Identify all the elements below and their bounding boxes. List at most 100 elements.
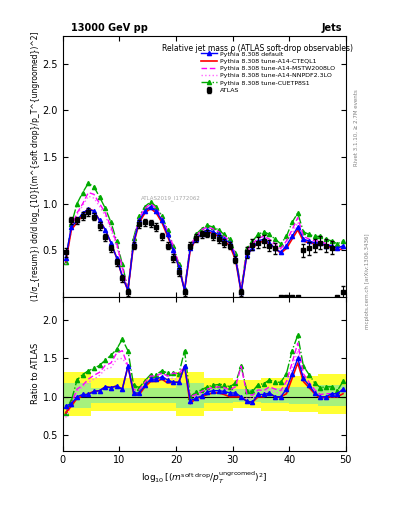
Pythia 8.308 tune-A14-CTEQL1 (165, 233, 170, 240)
Pythia 8.308 tune-A14-CTEQL1 (193, 236, 198, 242)
Text: Relative jet mass ρ (ATLAS soft-drop observables): Relative jet mass ρ (ATLAS soft-drop obs… (162, 44, 353, 53)
Pythia 8.308 default (278, 249, 283, 255)
Pythia 8.308 tune-A14-MSTW2008LO (296, 215, 300, 221)
Bar (318, 374, 346, 414)
Pythia 8.308 tune-CUETP8S1 (233, 250, 238, 256)
Pythia 8.308 tune-A14-NNPDF2.3LO (114, 243, 119, 249)
Pythia 8.308 tune-A14-CTEQL1 (341, 245, 345, 251)
Bar (91, 388, 119, 403)
Pythia 8.308 tune-A14-CTEQL1 (284, 245, 289, 251)
Pythia 8.308 tune-A14-NNPDF2.3LO (329, 244, 334, 250)
Pythia 8.308 tune-A14-CTEQL1 (176, 264, 181, 270)
Pythia 8.308 default (80, 210, 85, 216)
Pythia 8.308 tune-A14-CTEQL1 (69, 227, 74, 233)
Pythia 8.308 tune-A14-NNPDF2.3LO (222, 236, 226, 242)
Pythia 8.308 tune-A14-CTEQL1 (250, 245, 255, 251)
Pythia 8.308 default (188, 245, 193, 251)
Pythia 8.308 tune-A14-MSTW2008LO (69, 224, 74, 230)
Pythia 8.308 default (312, 240, 317, 246)
Pythia 8.308 tune-A14-CTEQL1 (131, 241, 136, 247)
Text: Jets: Jets (321, 23, 342, 33)
Pythia 8.308 default (329, 243, 334, 249)
Pythia 8.308 tune-CUETP8S1 (165, 227, 170, 233)
Pythia 8.308 tune-CUETP8S1 (199, 226, 204, 232)
Pythia 8.308 tune-A14-NNPDF2.3LO (63, 261, 68, 267)
Pythia 8.308 tune-A14-NNPDF2.3LO (171, 245, 176, 251)
Pythia 8.308 tune-A14-NNPDF2.3LO (143, 208, 147, 214)
Pythia 8.308 tune-A14-CTEQL1 (324, 243, 329, 249)
Pythia 8.308 default (92, 208, 96, 214)
Y-axis label: Ratio to ATLAS: Ratio to ATLAS (31, 343, 40, 404)
Pythia 8.308 tune-CUETP8S1 (97, 194, 102, 200)
Pythia 8.308 tune-A14-MSTW2008LO (239, 287, 244, 293)
Pythia 8.308 tune-A14-NNPDF2.3LO (261, 235, 266, 241)
Pythia 8.308 default (307, 238, 311, 244)
Pythia 8.308 tune-A14-MSTW2008LO (273, 241, 277, 247)
Pythia 8.308 tune-A14-NNPDF2.3LO (176, 263, 181, 269)
Pythia 8.308 tune-A14-CTEQL1 (114, 254, 119, 261)
Pythia 8.308 default (131, 240, 136, 246)
Pythia 8.308 tune-A14-NNPDF2.3LO (86, 193, 91, 199)
Bar (176, 383, 204, 409)
Pythia 8.308 default (267, 240, 272, 246)
Pythia 8.308 tune-A14-NNPDF2.3LO (148, 203, 153, 209)
Bar (204, 388, 233, 403)
Pythia 8.308 tune-A14-CTEQL1 (86, 205, 91, 211)
Pythia 8.308 tune-CUETP8S1 (329, 238, 334, 244)
Pythia 8.308 tune-A14-MSTW2008LO (307, 236, 311, 242)
Pythia 8.308 default (63, 254, 68, 261)
Pythia 8.308 tune-A14-MSTW2008LO (160, 215, 164, 221)
Pythia 8.308 default (148, 203, 153, 209)
Pythia 8.308 tune-A14-NNPDF2.3LO (80, 202, 85, 209)
Pythia 8.308 tune-CUETP8S1 (131, 235, 136, 241)
Pythia 8.308 tune-CUETP8S1 (312, 233, 317, 240)
Bar (261, 377, 289, 411)
Pythia 8.308 tune-A14-NNPDF2.3LO (318, 240, 323, 246)
Pythia 8.308 tune-A14-CTEQL1 (143, 210, 147, 216)
Pythia 8.308 tune-A14-CTEQL1 (278, 250, 283, 256)
Bar (91, 377, 119, 411)
Pythia 8.308 tune-A14-MSTW2008LO (176, 261, 181, 267)
Pythia 8.308 tune-A14-CTEQL1 (92, 208, 96, 214)
Pythia 8.308 tune-A14-CTEQL1 (216, 233, 221, 240)
Pythia 8.308 tune-CUETP8S1 (318, 233, 323, 240)
Pythia 8.308 tune-A14-CTEQL1 (312, 241, 317, 247)
Pythia 8.308 tune-A14-MSTW2008LO (301, 233, 306, 240)
Pythia 8.308 tune-A14-MSTW2008LO (324, 241, 329, 247)
Pythia 8.308 tune-A14-MSTW2008LO (92, 191, 96, 198)
Pythia 8.308 default (228, 240, 232, 246)
Pythia 8.308 tune-CUETP8S1 (182, 286, 187, 292)
Bar (63, 372, 91, 416)
Line: Pythia 8.308 default: Pythia 8.308 default (64, 204, 345, 294)
Bar (233, 389, 261, 402)
Pythia 8.308 tune-A14-CTEQL1 (318, 241, 323, 247)
Pythia 8.308 tune-A14-NNPDF2.3LO (137, 218, 141, 224)
Pythia 8.308 tune-A14-NNPDF2.3LO (307, 238, 311, 244)
Pythia 8.308 default (97, 218, 102, 224)
Pythia 8.308 tune-A14-CTEQL1 (290, 236, 294, 242)
Pythia 8.308 default (250, 245, 255, 251)
Bar (289, 387, 318, 404)
Pythia 8.308 tune-A14-CTEQL1 (335, 247, 340, 253)
Pythia 8.308 default (222, 236, 226, 242)
Pythia 8.308 tune-CUETP8S1 (228, 236, 232, 242)
Pythia 8.308 tune-A14-NNPDF2.3LO (75, 212, 79, 218)
Pythia 8.308 tune-A14-CTEQL1 (296, 227, 300, 233)
Pythia 8.308 tune-CUETP8S1 (290, 219, 294, 225)
Pythia 8.308 tune-A14-MSTW2008LO (228, 238, 232, 244)
Bar (289, 376, 318, 412)
Pythia 8.308 tune-A14-MSTW2008LO (143, 205, 147, 211)
Pythia 8.308 tune-A14-NNPDF2.3LO (154, 208, 159, 214)
Pythia 8.308 tune-A14-MSTW2008LO (126, 287, 130, 293)
Pythia 8.308 tune-A14-MSTW2008LO (233, 252, 238, 258)
Pythia 8.308 tune-CUETP8S1 (335, 241, 340, 247)
Pythia 8.308 default (193, 236, 198, 242)
Pythia 8.308 tune-A14-MSTW2008LO (148, 201, 153, 207)
Pythia 8.308 default (114, 254, 119, 261)
Pythia 8.308 tune-A14-NNPDF2.3LO (193, 235, 198, 241)
Pythia 8.308 tune-A14-CTEQL1 (126, 287, 130, 293)
Pythia 8.308 tune-CUETP8S1 (296, 210, 300, 216)
Pythia 8.308 default (176, 264, 181, 270)
Y-axis label: (1/σ_{resum}) dσ/d log_{10}[(m^{soft drop}/p_T^{ungroomed})^2]: (1/σ_{resum}) dσ/d log_{10}[(m^{soft dro… (31, 32, 40, 301)
Pythia 8.308 default (301, 236, 306, 242)
